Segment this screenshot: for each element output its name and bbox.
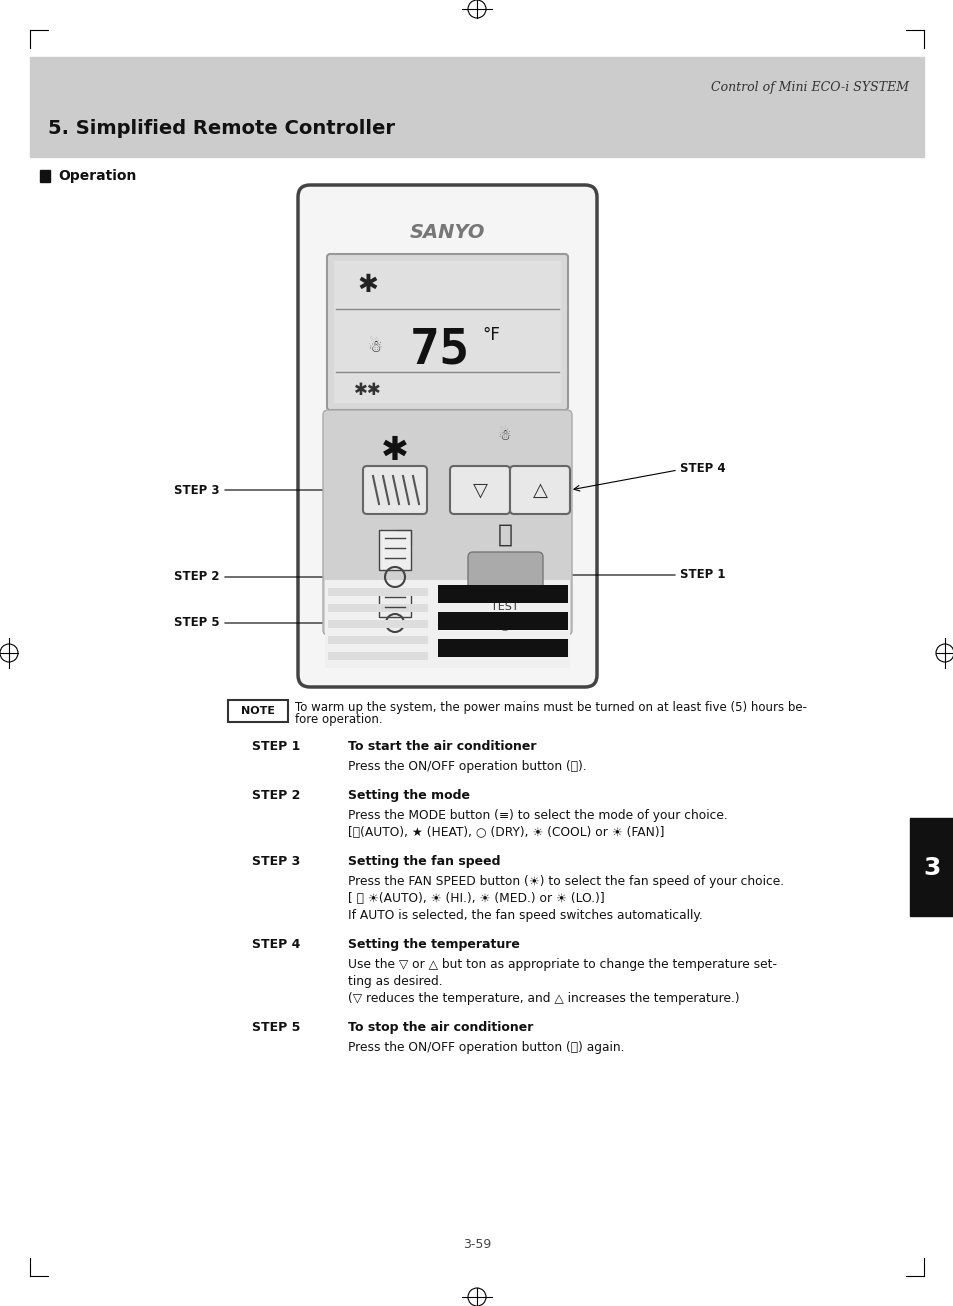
Text: °F: °F bbox=[481, 326, 499, 343]
FancyBboxPatch shape bbox=[450, 466, 510, 515]
Bar bbox=[378, 530, 411, 569]
Text: (▽ reduces the temperature, and △ increases the temperature.): (▽ reduces the temperature, and △ increa… bbox=[348, 993, 739, 1006]
Bar bbox=[328, 620, 428, 628]
FancyBboxPatch shape bbox=[510, 466, 569, 515]
Text: SANYO: SANYO bbox=[410, 223, 485, 243]
Text: 3: 3 bbox=[923, 855, 940, 880]
Text: △: △ bbox=[532, 481, 547, 499]
Text: Press the ON/OFF operation button (⏻) again.: Press the ON/OFF operation button (⏻) ag… bbox=[348, 1041, 624, 1054]
Bar bbox=[437, 613, 567, 629]
Text: STEP 1: STEP 1 bbox=[252, 741, 300, 754]
Text: Operation: Operation bbox=[58, 168, 136, 183]
Text: ☃: ☃ bbox=[367, 338, 382, 357]
Bar bbox=[30, 57, 923, 157]
Bar bbox=[328, 636, 428, 644]
Bar bbox=[378, 589, 411, 616]
Text: STEP 1: STEP 1 bbox=[679, 568, 724, 581]
Text: To start the air conditioner: To start the air conditioner bbox=[348, 741, 536, 754]
Text: ✱: ✱ bbox=[380, 435, 409, 468]
Text: fore operation.: fore operation. bbox=[294, 713, 382, 726]
Text: 3-59: 3-59 bbox=[462, 1238, 491, 1251]
Text: NOTE: NOTE bbox=[241, 707, 274, 716]
Text: ✱: ✱ bbox=[357, 273, 378, 296]
FancyBboxPatch shape bbox=[323, 410, 572, 635]
Text: Use the ▽ or △ but ton as appropriate to change the temperature set-: Use the ▽ or △ but ton as appropriate to… bbox=[348, 959, 776, 970]
Text: Setting the mode: Setting the mode bbox=[348, 789, 470, 802]
Text: ☃: ☃ bbox=[497, 427, 511, 443]
Text: TEST: TEST bbox=[491, 602, 518, 613]
Bar bbox=[328, 603, 428, 613]
Bar bbox=[228, 700, 288, 722]
Text: 5. Simplified Remote Controller: 5. Simplified Remote Controller bbox=[48, 119, 395, 137]
FancyBboxPatch shape bbox=[468, 552, 542, 598]
Text: [Ⓐ(AUTO), ★ (HEAT), ○ (DRY), ☀ (COOL) or ☀ (FAN)]: [Ⓐ(AUTO), ★ (HEAT), ○ (DRY), ☀ (COOL) or… bbox=[348, 825, 664, 838]
Bar bbox=[909, 818, 953, 916]
Text: [ Ⓐ ☀(AUTO), ☀ (HI.), ☀ (MED.) or ☀ (LO.)]: [ Ⓐ ☀(AUTO), ☀ (HI.), ☀ (MED.) or ☀ (LO.… bbox=[348, 892, 604, 905]
FancyBboxPatch shape bbox=[327, 253, 567, 410]
Text: STEP 5: STEP 5 bbox=[252, 1021, 300, 1034]
Bar bbox=[325, 580, 569, 667]
Text: To warm up the system, the power mains must be turned on at least five (5) hours: To warm up the system, the power mains m… bbox=[294, 701, 806, 714]
Bar bbox=[328, 588, 428, 596]
Text: STEP 3: STEP 3 bbox=[174, 483, 220, 496]
Bar bbox=[437, 639, 567, 657]
FancyBboxPatch shape bbox=[297, 185, 597, 687]
Text: ✱✱: ✱✱ bbox=[354, 381, 381, 400]
Bar bbox=[40, 170, 50, 182]
Text: STEP 4: STEP 4 bbox=[252, 938, 300, 951]
Text: If AUTO is selected, the fan speed switches automatically.: If AUTO is selected, the fan speed switc… bbox=[348, 909, 702, 922]
Text: STEP 3: STEP 3 bbox=[252, 855, 300, 868]
Text: STEP 2: STEP 2 bbox=[174, 571, 220, 584]
Text: STEP 5: STEP 5 bbox=[174, 616, 220, 629]
Text: Press the MODE button (≡) to select the mode of your choice.: Press the MODE button (≡) to select the … bbox=[348, 808, 727, 821]
Bar bbox=[334, 261, 560, 404]
Bar bbox=[328, 652, 428, 660]
Text: Setting the fan speed: Setting the fan speed bbox=[348, 855, 500, 868]
Bar bbox=[437, 585, 567, 603]
Text: STEP 4: STEP 4 bbox=[679, 461, 725, 474]
Text: Control of Mini ECO-i SYSTEM: Control of Mini ECO-i SYSTEM bbox=[710, 81, 908, 94]
Text: Press the FAN SPEED button (☀) to select the fan speed of your choice.: Press the FAN SPEED button (☀) to select… bbox=[348, 875, 783, 888]
Text: Press the ON/OFF operation button (⏻).: Press the ON/OFF operation button (⏻). bbox=[348, 760, 586, 773]
Text: Setting the temperature: Setting the temperature bbox=[348, 938, 519, 951]
Text: To stop the air conditioner: To stop the air conditioner bbox=[348, 1021, 533, 1034]
Text: 75: 75 bbox=[410, 325, 470, 374]
FancyBboxPatch shape bbox=[363, 466, 427, 515]
Text: ▽: ▽ bbox=[472, 481, 487, 499]
Text: STEP 2: STEP 2 bbox=[252, 789, 300, 802]
Text: ting as desired.: ting as desired. bbox=[348, 976, 442, 989]
Text: ⏻: ⏻ bbox=[497, 522, 512, 547]
